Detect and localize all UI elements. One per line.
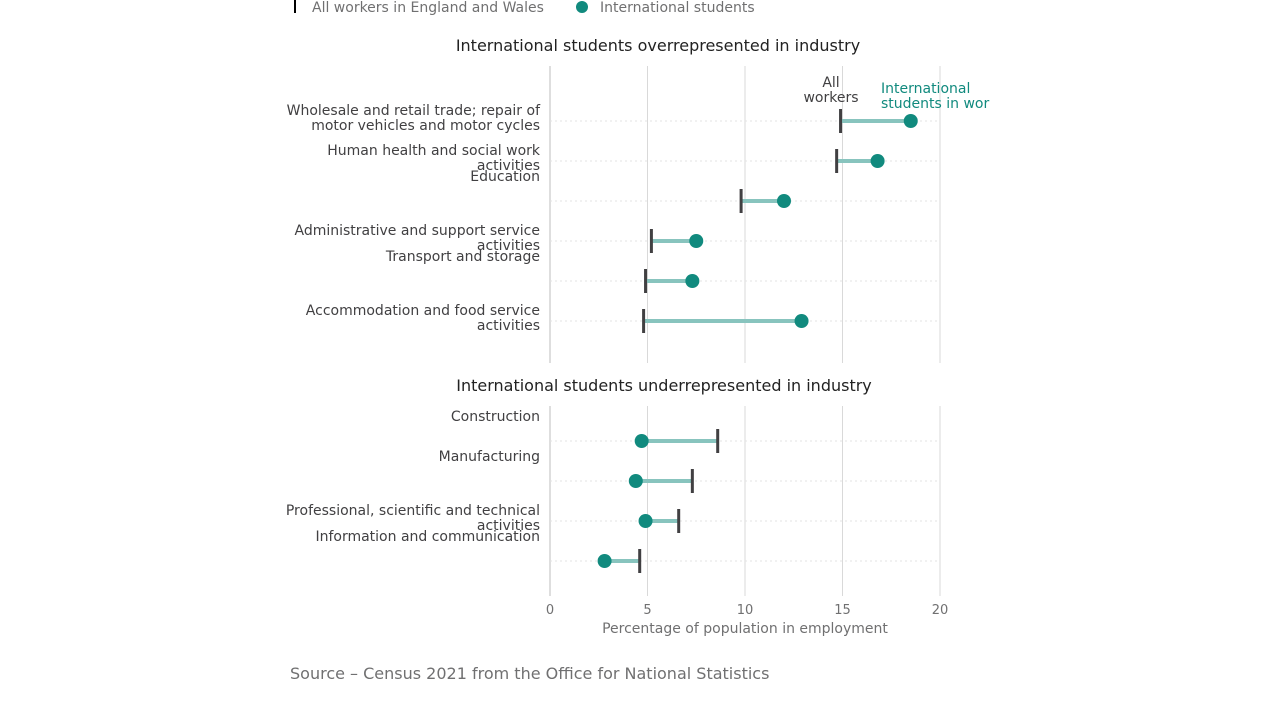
category-label-line: Construction: [451, 409, 540, 425]
students-point-accommodation-and-food-service-activities: [794, 314, 809, 328]
category-label-line: Human health and social work: [327, 143, 541, 159]
panel-1-plot: Wholesale and retail trade; repair of mot…: [287, 66, 941, 363]
legend-students-label: International students: [600, 0, 755, 16]
panel-1-title: International students overrepresented i…: [456, 36, 860, 55]
students-point-professional-scientific-and-technical-activities: [638, 514, 653, 528]
legend-all-workers-label: All workers in England and Wales: [312, 0, 544, 16]
x-tick-label-10: 10: [737, 603, 754, 618]
x-tick-label-0: 0: [546, 603, 554, 618]
legend-students-marker: [576, 1, 588, 13]
category-label-human-health-and-social-work-activities: Human health and social work activities: [327, 143, 541, 174]
category-label-line: activities: [477, 158, 540, 174]
category-label-line: Administrative and support service: [295, 223, 541, 239]
category-label-line: activities: [477, 238, 540, 254]
category-label-line: Information and communication: [315, 529, 540, 545]
panel-2-title: International students underrepresented …: [456, 376, 872, 395]
students-annotation-line-1: International: [881, 81, 970, 97]
category-label-line: motor vehicles and motor cycles: [311, 118, 540, 134]
students-point-transport-and-storage: [685, 274, 700, 288]
x-tick-label-20: 20: [932, 603, 949, 618]
category-label-line: activities: [477, 318, 540, 334]
students-point-wholesale-and-retail-trade-repair-of-motor-vehicles-and-motor-cycles: [903, 114, 918, 128]
category-label-administrative-and-support-service-activities: Administrative and support service activi…: [295, 223, 541, 254]
category-label-line: Transport and storage: [385, 249, 540, 265]
students-point-human-health-and-social-work-activities: [870, 154, 885, 168]
source-note: Source – Census 2021 from the Office for…: [290, 664, 769, 683]
students-point-administrative-and-support-service-activities: [689, 234, 704, 248]
x-tick-label-5: 5: [643, 603, 651, 618]
students-point-education: [777, 194, 791, 208]
category-label-manufacturing: Manufacturing: [439, 449, 540, 465]
panel-2-plot: Construction Manufacturing Professional, s…: [286, 406, 941, 596]
annotations: All workers International students in wo…: [803, 75, 998, 112]
students-point-construction: [634, 434, 649, 448]
x-axis-title: Percentage of population in employment: [602, 621, 888, 637]
category-label-wholesale-and-retail-trade-repair-of-motor-vehicles-and-motor-cycles: Wholesale and retail trade; repair of mot…: [287, 103, 541, 134]
students-point-manufacturing: [628, 474, 643, 488]
category-label-line: Wholesale and retail trade; repair of: [287, 103, 541, 119]
category-label-transport-and-storage: Transport and storage: [385, 249, 540, 265]
legend: All workers in England and Wales Interna…: [294, 0, 755, 16]
category-label-line: Professional, scientific and technical: [286, 503, 540, 519]
category-label-education: Education: [470, 169, 540, 185]
category-label-line: Manufacturing: [439, 449, 540, 465]
all-workers-annotation-line-1: All: [822, 75, 839, 91]
category-label-information-and-communication: Information and communication: [315, 529, 540, 545]
all-workers-annotation-line-2: workers: [803, 90, 858, 106]
x-axis: 0 5 10 15 20: [546, 603, 948, 618]
category-label-line: Education: [470, 169, 540, 185]
category-label-accommodation-and-food-service-activities: Accommodation and food service activities: [306, 303, 540, 334]
category-label-line: activities: [477, 518, 540, 534]
students-annotation-line-2: students in work: [881, 96, 998, 112]
category-label-professional-scientific-and-technical-activities: Professional, scientific and technical ac…: [286, 503, 540, 534]
x-tick-label-15: 15: [834, 603, 851, 618]
category-label-construction: Construction: [451, 409, 540, 425]
students-point-information-and-communication: [597, 554, 612, 568]
category-label-line: Accommodation and food service: [306, 303, 540, 319]
